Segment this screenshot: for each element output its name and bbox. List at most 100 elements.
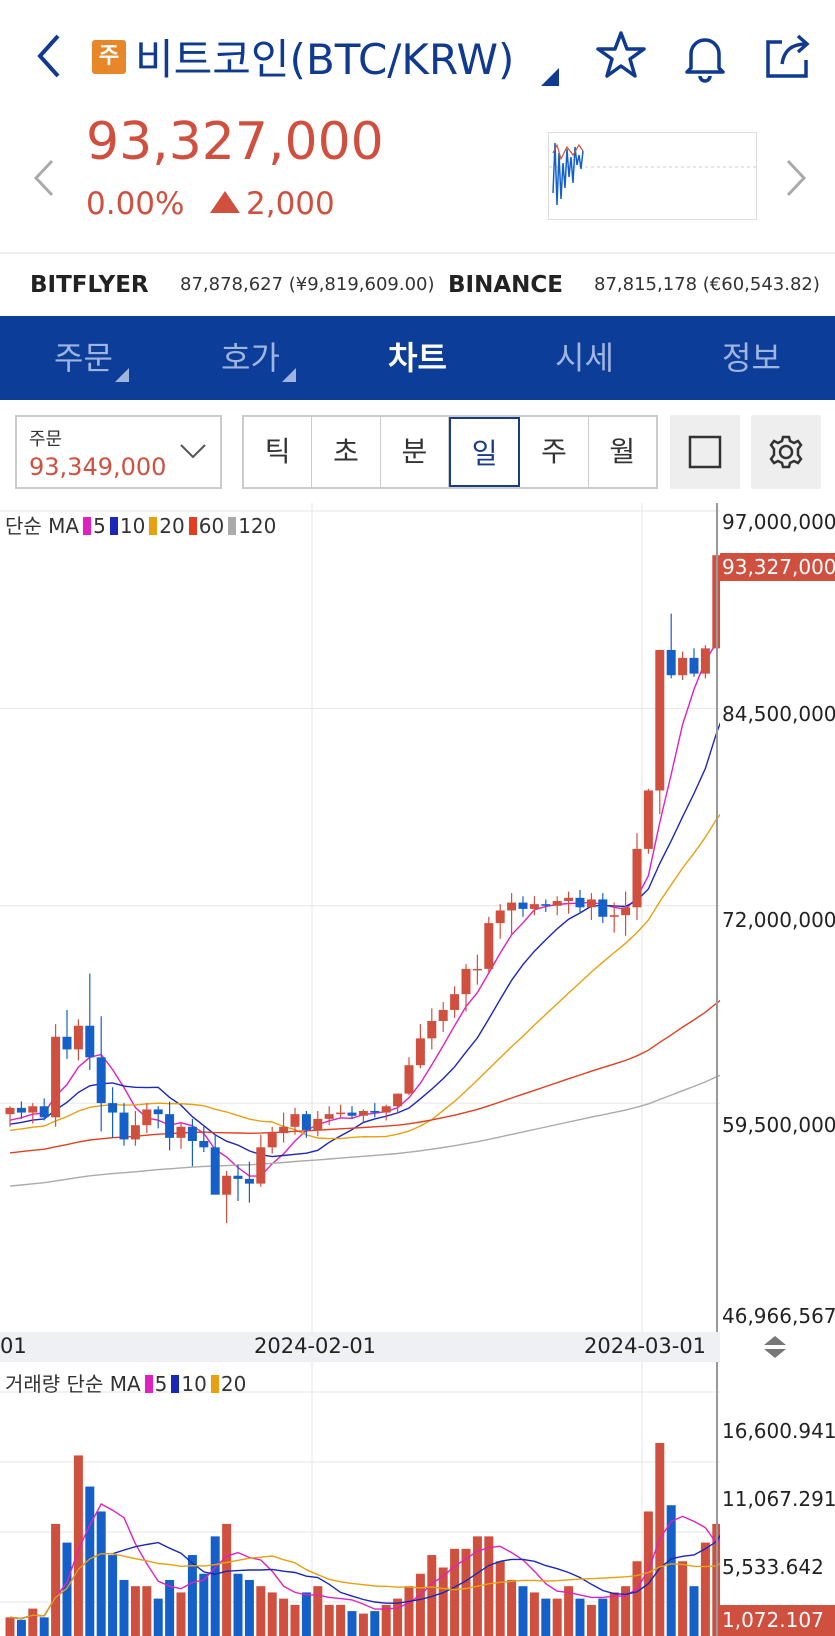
resize-handle-icon[interactable]: [762, 1334, 788, 1360]
candle-body: [62, 1036, 72, 1050]
price-chart[interactable]: [0, 503, 720, 1333]
volume-bar: [153, 1598, 163, 1636]
change-percent: 0.00%: [86, 186, 185, 222]
candle-body: [256, 1147, 266, 1184]
date-axis: [0, 1332, 720, 1362]
candle-body: [370, 1110, 380, 1113]
candle-body: [142, 1109, 152, 1126]
candle-body: [438, 1009, 448, 1021]
legend-label: 20: [159, 514, 185, 538]
prev-arrow-icon[interactable]: [30, 155, 60, 201]
volume-bar: [119, 1579, 129, 1636]
legend-prefix: 단순 MA: [5, 514, 80, 538]
candle-body: [643, 790, 653, 849]
page-title[interactable]: 비트코인(BTC/KRW): [135, 35, 515, 84]
candle-body: [96, 1057, 106, 1104]
gear-icon: [769, 435, 803, 469]
change-amount: 2,000: [210, 186, 335, 222]
volume-bar: [73, 1455, 83, 1636]
current-price-tag: 93,327,000: [720, 553, 835, 581]
tab-chart[interactable]: 차트: [388, 339, 447, 377]
candle-body: [393, 1093, 403, 1107]
volume-bar: [176, 1592, 186, 1636]
period-minute[interactable]: 분: [381, 417, 449, 487]
mini-chart[interactable]: [548, 132, 758, 220]
candle-body: [108, 1103, 118, 1113]
date-label: 01: [0, 1334, 27, 1358]
candle-body: [199, 1140, 209, 1148]
volume-bar: [16, 1619, 26, 1636]
legend-swatch: [83, 517, 92, 535]
volume-bar: [461, 1548, 471, 1636]
next-arrow-icon[interactable]: [780, 155, 810, 201]
candle-body: [290, 1114, 300, 1127]
volume-bar: [85, 1486, 95, 1636]
candle-body: [336, 1112, 346, 1115]
candle-body: [313, 1118, 323, 1130]
candle-body: [678, 657, 688, 676]
period-day[interactable]: 일: [448, 417, 521, 487]
volume-bar: [598, 1598, 608, 1636]
volume-bar: [404, 1586, 414, 1636]
period-month[interactable]: 월: [609, 435, 636, 468]
volume-bar: [51, 1523, 61, 1636]
order-price-select[interactable]: 주문 93,349,000: [15, 415, 222, 489]
volume-bar: [529, 1592, 539, 1636]
volume-bar: [233, 1573, 243, 1636]
back-icon[interactable]: [30, 28, 70, 84]
volume-ma-legend: 거래량 단순 MA 5 10 20: [5, 1368, 246, 1397]
volume-bar: [187, 1555, 197, 1636]
tab-order[interactable]: 주문: [0, 316, 167, 400]
volume-bar: [347, 1611, 357, 1636]
candle-body: [210, 1147, 220, 1195]
price-axis-label: 59,500,000: [722, 1113, 835, 1137]
fullscreen-button[interactable]: [670, 415, 740, 489]
legend-label: 5: [154, 1372, 168, 1396]
settings-button[interactable]: [751, 415, 821, 489]
volume-bar: [689, 1586, 699, 1636]
period-tick[interactable]: 틱: [244, 417, 313, 487]
ma-line-ma10: [9, 721, 720, 1158]
volume-bar: [507, 1579, 517, 1636]
volume-bar: [438, 1567, 448, 1636]
volume-bar: [632, 1561, 642, 1636]
volume-axis-label: 16,600.941: [722, 1419, 835, 1443]
legend-swatch: [171, 1375, 180, 1393]
chevron-down-icon: [180, 444, 206, 459]
candle-body: [450, 994, 460, 1010]
candle-body: [529, 904, 539, 909]
top-bar: 주 비트코인(BTC/KRW): [0, 0, 835, 115]
volume-bar: [336, 1604, 346, 1636]
bell-icon[interactable]: [677, 28, 733, 84]
candle-body: [119, 1112, 129, 1140]
candle-body: [484, 923, 494, 969]
tab-quotes[interactable]: 시세: [555, 339, 614, 377]
legend-label: 60: [198, 514, 225, 538]
volume-bar: [427, 1555, 437, 1636]
volume-bar: [575, 1598, 585, 1636]
period-selector: 틱 초 분 일 주 월: [242, 415, 658, 489]
candle-body: [324, 1114, 334, 1119]
tab-info[interactable]: 정보: [722, 339, 781, 377]
candle-body: [28, 1106, 38, 1113]
candle-body: [427, 1020, 437, 1039]
candle-body: [130, 1125, 140, 1140]
stock-badge: 주: [92, 40, 126, 74]
candle-body: [187, 1126, 197, 1141]
volume-bar: [484, 1536, 494, 1636]
volume-chart[interactable]: [0, 1362, 720, 1636]
candle-body: [347, 1112, 357, 1116]
legend-swatch: [109, 517, 118, 535]
period-week[interactable]: 주: [520, 417, 589, 487]
share-icon[interactable]: [760, 28, 816, 84]
volume-axis-label: 11,067.291: [722, 1487, 835, 1511]
candle-body: [51, 1036, 61, 1118]
tab-orderbook[interactable]: 호가: [167, 316, 334, 400]
volume-bar: [495, 1561, 505, 1636]
candle-body: [495, 910, 505, 924]
volume-bar: [450, 1548, 460, 1636]
dropdown-icon[interactable]: [541, 68, 559, 86]
star-icon[interactable]: [593, 28, 649, 84]
candle-body: [85, 1025, 95, 1058]
period-second[interactable]: 초: [312, 417, 381, 487]
